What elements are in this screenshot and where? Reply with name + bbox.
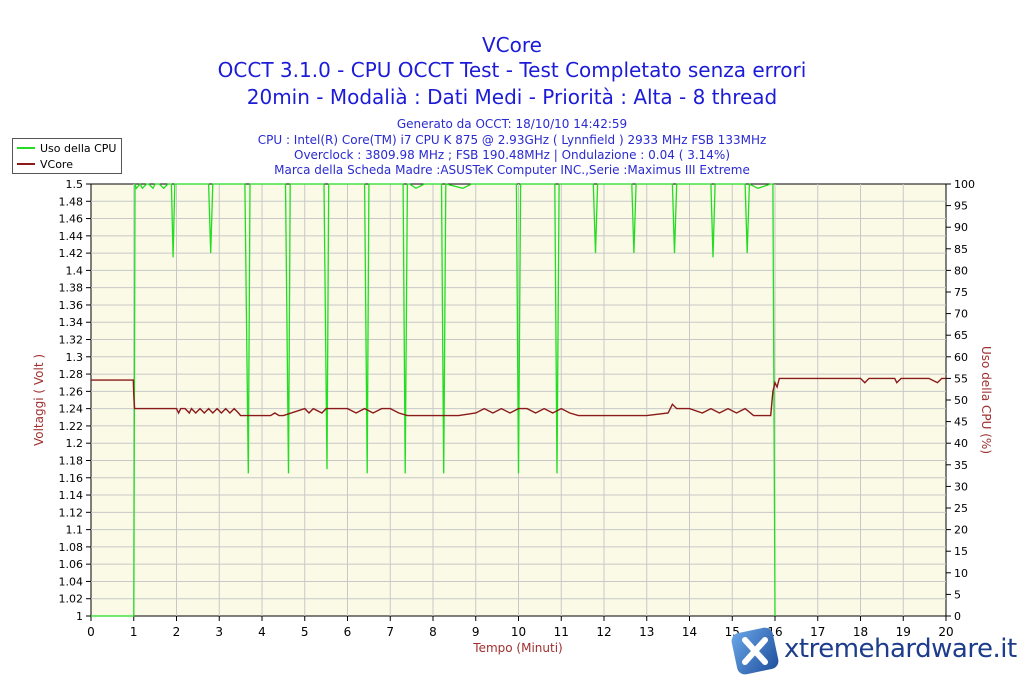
info-cpu: CPU : Intel(R) Core(TM) i7 CPU K 875 @ 2…: [257, 133, 767, 147]
x-tick-label: 9: [472, 625, 480, 639]
x-tick-label: 6: [344, 625, 352, 639]
x-tick-label: 1: [130, 625, 138, 639]
series-line-vcore: [91, 377, 946, 417]
y2-tick-label: 100: [954, 178, 975, 191]
y-tick-label: 1.24: [59, 403, 84, 416]
x-tick-label: 17: [810, 625, 825, 639]
legend-label-vcore: VCore: [40, 157, 73, 171]
y2-tick-label: 0: [954, 610, 961, 623]
x-tick-label: 7: [386, 625, 394, 639]
y-tick-label: 1.4: [66, 264, 84, 277]
x-tick-label: 20: [938, 625, 953, 639]
y2-tick-label: 80: [954, 264, 968, 277]
x-tick-label: 14: [682, 625, 697, 639]
y-tick-label: 1.2: [66, 437, 84, 450]
y2-tick-label: 60: [954, 351, 968, 364]
legend: Uso della CPU VCore: [12, 138, 122, 174]
x-tick-label: 2: [173, 625, 181, 639]
legend-item-cpu: Uso della CPU: [17, 141, 116, 155]
x-tick-label: 12: [596, 625, 611, 639]
y-tick-label: 1.1: [66, 524, 84, 537]
watermark-text: xtremehardware.it: [784, 634, 1017, 664]
legend-swatch-vcore: [17, 163, 35, 165]
legend-item-vcore: VCore: [17, 157, 73, 171]
chart-subtitle-test: OCCT 3.1.0 - CPU OCCT Test - Test Comple…: [217, 58, 807, 82]
y2-tick-label: 25: [954, 502, 968, 515]
y-tick-label: 1.16: [59, 472, 84, 485]
y2-tick-label: 20: [954, 524, 968, 537]
info-motherboard: Marca della Scheda Madre :ASUSTeK Comput…: [274, 163, 750, 177]
y-axis-label: Voltaggi ( Volt ): [32, 354, 46, 446]
x-tick-label: 19: [896, 625, 911, 639]
x-tick-label: 3: [215, 625, 223, 639]
chart-title: VCore: [482, 33, 542, 57]
y2-tick-label: 10: [954, 567, 968, 580]
y-tick-label: 1.48: [59, 195, 84, 208]
y2-tick-label: 50: [954, 394, 968, 407]
y2-tick-label: 55: [954, 372, 968, 385]
logo-x-icon: [731, 627, 779, 675]
x-tick-label: 13: [639, 625, 654, 639]
info-generated: Generato da OCCT: 18/10/10 14:42:59: [396, 117, 628, 131]
y-tick-label: 1.36: [59, 299, 84, 312]
y-tick-label: 1.08: [59, 541, 84, 554]
y2-tick-label: 85: [954, 243, 968, 256]
series-line-cpu: [91, 182, 776, 617]
x-tick-label: 4: [258, 625, 266, 639]
watermark-logo: xtremehardware.it: [728, 626, 1018, 678]
y-tick-label: 1.42: [59, 247, 84, 260]
y-tick-label: 1.26: [59, 385, 84, 398]
legend-swatch-cpu: [17, 147, 35, 149]
x-tick-label: 5: [301, 625, 309, 639]
y2-tick-label: 45: [954, 416, 968, 429]
y-tick-label: 1.46: [59, 213, 84, 226]
legend-label-cpu: Uso della CPU: [40, 141, 117, 155]
y2-tick-label: 90: [954, 221, 968, 234]
x-tick-label: 18: [853, 625, 868, 639]
y2-tick-label: 15: [954, 545, 968, 558]
y2-tick-label: 30: [954, 480, 968, 493]
y-tick-label: 1.38: [59, 282, 84, 295]
y-tick-label: 1.12: [59, 506, 84, 519]
x-tick-label: 0: [87, 625, 95, 639]
x-tick-label: 8: [429, 625, 437, 639]
y2-tick-label: 95: [954, 200, 968, 213]
y2-axis-label: Uso della CPU (%): [979, 346, 993, 454]
y-tick-label: 1.18: [59, 454, 84, 467]
y2-tick-label: 75: [954, 286, 968, 299]
axes: 0 1 2 3 4 5 6 7 8 9 10 11 12 13 14 15 16 17 18 19 2011.021.0…: [59, 178, 976, 639]
x-axis-label: Tempo (Minuti): [472, 641, 562, 655]
y2-tick-label: 35: [954, 459, 968, 472]
y-tick-label: 1.44: [59, 230, 84, 243]
y-tick-label: 1.14: [59, 489, 84, 502]
y-tick-label: 1.04: [59, 575, 84, 588]
chart-subtitle-mode: 20min - Modalià : Dati Medi - Priorità :…: [246, 85, 778, 109]
y-tick-label: 1.02: [59, 593, 84, 606]
y2-tick-label: 70: [954, 308, 968, 321]
y-tick-label: 1.34: [59, 316, 84, 329]
y-tick-label: 1.22: [59, 420, 84, 433]
data-series: [91, 182, 946, 617]
y2-tick-label: 40: [954, 437, 968, 450]
y-tick-label: 1: [76, 610, 83, 623]
x-tick-label: 10: [511, 625, 526, 639]
y-tick-label: 1.3: [66, 351, 84, 364]
x-tick-label: 11: [554, 625, 569, 639]
y-tick-label: 1.06: [59, 558, 84, 571]
y-tick-label: 1.5: [66, 178, 84, 191]
info-overclock: Overclock : 3809.98 MHz ; FSB 190.48MHz …: [294, 148, 730, 162]
y2-tick-label: 5: [954, 588, 961, 601]
y-tick-label: 1.28: [59, 368, 84, 381]
y2-tick-label: 65: [954, 329, 968, 342]
y-tick-label: 1.32: [59, 334, 84, 347]
